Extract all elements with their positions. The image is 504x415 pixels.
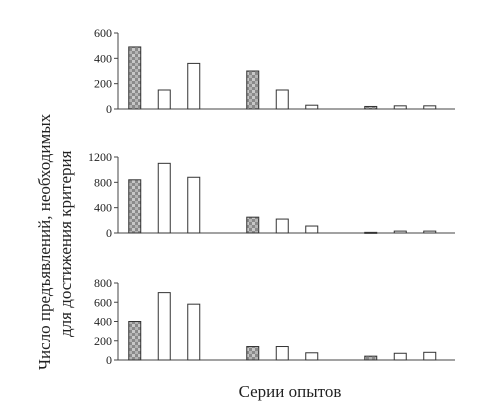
y-tick-label: 800 — [94, 276, 112, 290]
bar-open — [275, 89, 289, 110]
bar-patterned — [246, 346, 260, 361]
y-axis-label-line2: для достижения критерия — [56, 150, 75, 337]
bar-open — [157, 162, 171, 234]
bar-open — [393, 105, 407, 110]
y-tick-label: 400 — [94, 315, 112, 329]
bar-open — [305, 225, 319, 234]
bar-patterned — [246, 70, 260, 110]
y-tick-label: 600 — [94, 26, 112, 40]
bar-open — [423, 105, 437, 110]
y-tick-label: 200 — [94, 77, 112, 91]
bar-patterned — [246, 216, 260, 234]
x-axis-label: Серии опытов — [239, 382, 342, 401]
bar-open — [275, 346, 289, 361]
y-tick-label: 400 — [94, 51, 112, 65]
bar-patterned — [364, 231, 378, 234]
bar-open — [305, 352, 319, 361]
bar-open — [157, 89, 171, 110]
bar-open — [305, 104, 319, 110]
y-tick-label: 1200 — [88, 150, 112, 164]
bar-patterned — [364, 355, 378, 361]
y-tick-label: 200 — [94, 334, 112, 348]
bar-open — [187, 62, 201, 110]
y-tick-label: 600 — [94, 295, 112, 309]
bar-open — [275, 218, 289, 234]
bar-patterned — [364, 105, 378, 110]
y-axis-label-line1: Число предъявлений, необходимых — [35, 113, 54, 370]
y-tick-label: 0 — [106, 226, 112, 240]
bar-open — [187, 303, 201, 361]
y-tick-label: 0 — [106, 353, 112, 367]
y-tick-label: 800 — [94, 175, 112, 189]
bar-open — [187, 176, 201, 234]
bar-open — [157, 292, 171, 361]
bar-patterned — [128, 46, 142, 110]
bar-patterned — [128, 179, 142, 234]
y-tick-label: 400 — [94, 201, 112, 215]
bar-patterned — [128, 321, 142, 361]
bar-open — [423, 351, 437, 361]
bar-open — [393, 230, 407, 234]
bar-open — [393, 352, 407, 361]
chart-panels: 0 200 400 600 0 400 800 1200 0 200 400 600 800 — [88, 26, 455, 367]
y-tick-label: 0 — [106, 102, 112, 116]
bar-open — [423, 230, 437, 234]
